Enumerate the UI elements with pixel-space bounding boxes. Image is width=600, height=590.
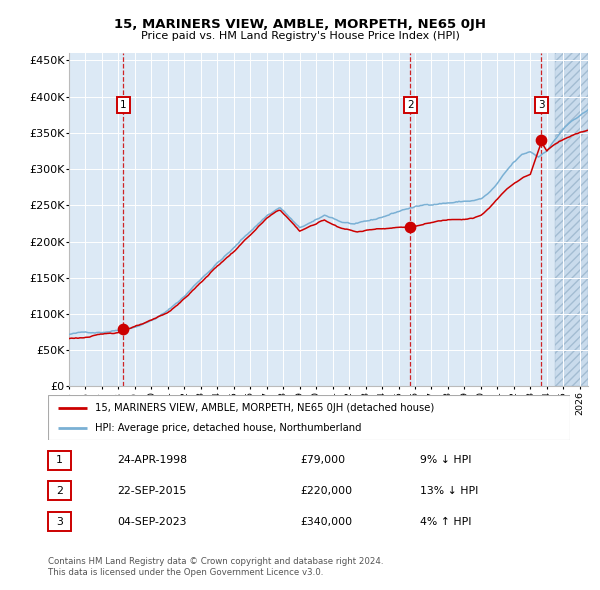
Text: This data is licensed under the Open Government Licence v3.0.: This data is licensed under the Open Gov… bbox=[48, 568, 323, 577]
Text: 2: 2 bbox=[56, 486, 63, 496]
Text: £340,000: £340,000 bbox=[300, 517, 352, 526]
Text: HPI: Average price, detached house, Northumberland: HPI: Average price, detached house, Nort… bbox=[95, 424, 361, 434]
Point bbox=[119, 324, 128, 334]
Text: 3: 3 bbox=[56, 517, 63, 526]
Text: £220,000: £220,000 bbox=[300, 486, 352, 496]
Text: 9% ↓ HPI: 9% ↓ HPI bbox=[420, 455, 472, 465]
Text: £79,000: £79,000 bbox=[300, 455, 345, 465]
Text: 4% ↑ HPI: 4% ↑ HPI bbox=[420, 517, 472, 526]
Text: 22-SEP-2015: 22-SEP-2015 bbox=[117, 486, 187, 496]
Text: 15, MARINERS VIEW, AMBLE, MORPETH, NE65 0JH: 15, MARINERS VIEW, AMBLE, MORPETH, NE65 … bbox=[114, 18, 486, 31]
Text: Contains HM Land Registry data © Crown copyright and database right 2024.: Contains HM Land Registry data © Crown c… bbox=[48, 558, 383, 566]
Text: 24-APR-1998: 24-APR-1998 bbox=[117, 455, 187, 465]
Point bbox=[536, 135, 546, 145]
Text: Price paid vs. HM Land Registry's House Price Index (HPI): Price paid vs. HM Land Registry's House … bbox=[140, 31, 460, 41]
Text: 13% ↓ HPI: 13% ↓ HPI bbox=[420, 486, 478, 496]
Point bbox=[406, 222, 415, 232]
Text: 1: 1 bbox=[120, 100, 127, 110]
Text: 15, MARINERS VIEW, AMBLE, MORPETH, NE65 0JH (detached house): 15, MARINERS VIEW, AMBLE, MORPETH, NE65 … bbox=[95, 403, 434, 412]
Text: 04-SEP-2023: 04-SEP-2023 bbox=[117, 517, 187, 526]
Text: 1: 1 bbox=[56, 455, 63, 465]
Text: 2: 2 bbox=[407, 100, 413, 110]
Text: 3: 3 bbox=[538, 100, 545, 110]
